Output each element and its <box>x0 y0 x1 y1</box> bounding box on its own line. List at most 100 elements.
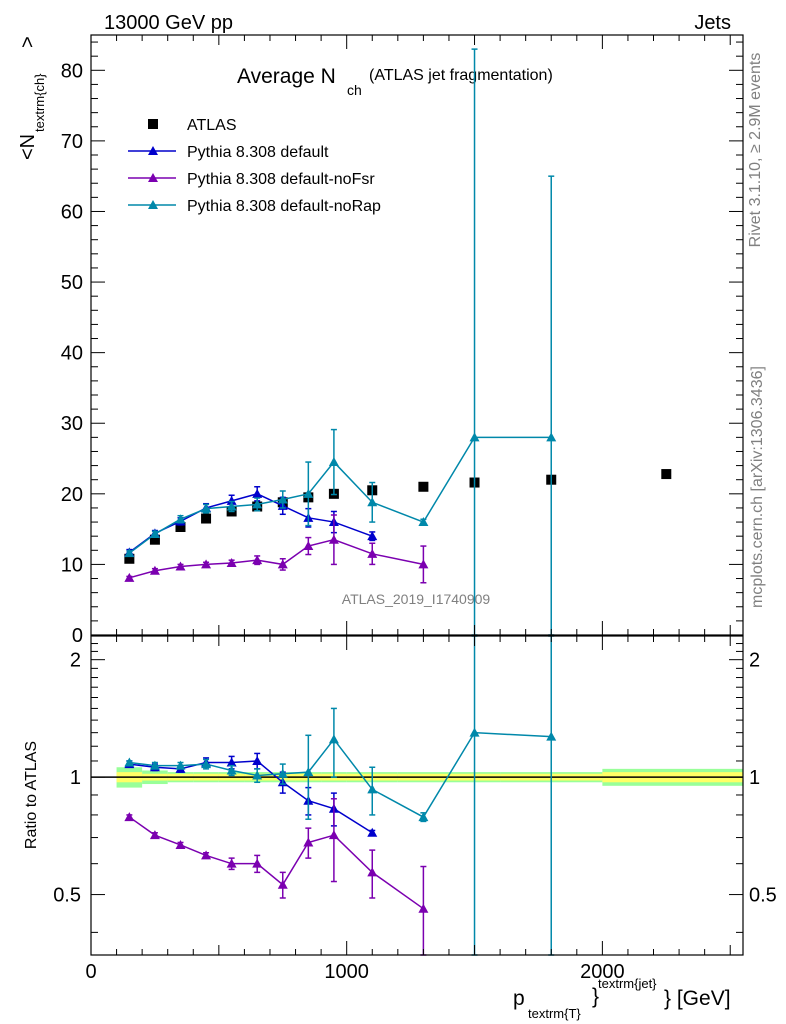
main-y-tick-label: 70 <box>61 131 83 153</box>
title-main: Average N <box>237 65 336 88</box>
data-point <box>418 812 429 822</box>
ylabel-main: <N <box>17 134 39 160</box>
ratio-y-tick-label: 0.5 <box>53 885 81 907</box>
data-point <box>175 760 186 770</box>
x-axis-label: p textrm{T} } textrm{jet} } [GeV] <box>513 976 731 1021</box>
xlabel-sup: textrm{jet} <box>598 976 657 991</box>
data-point <box>367 867 378 877</box>
data-point <box>124 572 135 582</box>
data-point <box>277 494 288 504</box>
data-point <box>201 850 212 860</box>
series-pythia-8-308-default-norap <box>124 48 557 636</box>
axes-layer: 0 1000 2000 0 10 20 30 40 50 60 70 80 0.5 0.5 1 1 2 2 <box>53 34 777 983</box>
main-plot-frame <box>90 34 744 636</box>
data-point <box>252 499 263 509</box>
data-point <box>367 548 378 558</box>
data-point <box>149 534 160 545</box>
data-point <box>149 565 160 575</box>
series-line <box>129 538 424 579</box>
data-point <box>367 531 378 541</box>
legend-marker <box>148 200 158 209</box>
legend-marker <box>148 146 158 155</box>
series-line <box>129 760 373 834</box>
main-y-axis-label: <N textrm{ch} > <box>17 36 47 160</box>
data-point <box>226 765 237 775</box>
data-point <box>418 903 429 913</box>
data-point <box>124 553 135 564</box>
data-point <box>149 760 160 770</box>
legend-marker <box>148 173 158 182</box>
title-suffix: (ATLAS jet fragmentation) <box>369 67 553 84</box>
data-point <box>277 879 288 889</box>
ratio-y-tick-label: 2 <box>70 650 81 672</box>
data-point <box>252 858 263 868</box>
data-point <box>303 488 314 498</box>
data-point <box>328 734 339 744</box>
data-point <box>367 827 378 837</box>
x-tick-label: 0 <box>85 961 96 983</box>
ratio-series-layer <box>124 635 557 956</box>
data-point <box>252 488 263 498</box>
main-y-tick-label: 10 <box>61 554 83 576</box>
series-pythia-8-308-default-nofsr <box>124 514 429 584</box>
data-point <box>303 541 314 551</box>
legend-label: Pythia 8.308 default-noFsr <box>187 171 375 188</box>
data-point <box>418 481 429 492</box>
data-point <box>201 559 212 569</box>
rivet-label: Rivet 3.1.10, ≥ 2.9M events <box>747 53 764 248</box>
data-point <box>328 457 339 467</box>
data-point <box>124 757 135 767</box>
data-point <box>124 812 135 822</box>
ratio-plot-frame <box>90 635 744 956</box>
main-y-tick-label: 80 <box>61 60 83 82</box>
main-y-tick-label: 60 <box>61 201 83 223</box>
legend-label: ATLAS <box>187 117 237 134</box>
series-atlas <box>124 469 672 564</box>
data-point <box>469 432 480 442</box>
ratio-y-tick-label-right: 2 <box>749 650 760 672</box>
ylabel-close: > <box>17 36 39 48</box>
data-point <box>149 830 160 840</box>
data-point <box>252 755 263 765</box>
xlabel-main: p <box>513 987 525 1010</box>
legend-label: Pythia 8.308 default <box>187 144 329 161</box>
data-point <box>175 839 186 849</box>
data-point <box>201 503 212 513</box>
main-y-tick-label: 40 <box>61 343 83 365</box>
legend-item: Pythia 8.308 default <box>128 144 329 161</box>
data-point <box>546 731 557 741</box>
data-point <box>226 757 237 767</box>
x-tick-label: 2000 <box>580 961 625 983</box>
series-line <box>128 816 424 910</box>
legend-marker <box>148 119 158 129</box>
x-tick-label: 1000 <box>324 961 369 983</box>
legend-label: Pythia 8.308 default-noRap <box>187 198 381 215</box>
data-point <box>328 534 339 544</box>
data-point <box>252 770 263 780</box>
legend-item: ATLAS <box>148 117 237 134</box>
data-point <box>661 469 672 480</box>
data-point <box>201 759 212 769</box>
xlabel-sub: textrm{T} <box>528 1006 581 1021</box>
data-point <box>226 495 237 505</box>
ylabel-sub: textrm{ch} <box>32 73 47 132</box>
data-point <box>226 858 237 868</box>
data-point <box>277 768 288 778</box>
series-pythia-8-308-default-norap <box>124 635 557 956</box>
ratio-y-axis-label: Ratio to ATLAS <box>23 741 40 849</box>
xlabel-close: } <box>592 985 599 1008</box>
data-point <box>546 432 557 442</box>
legend-item: Pythia 8.308 default-noRap <box>128 198 381 215</box>
data-point <box>277 559 288 569</box>
data-point <box>367 497 378 507</box>
series-pythia-8-308-default-nofsr <box>124 798 429 956</box>
main-y-tick-label: 50 <box>61 272 83 294</box>
data-point <box>226 558 237 567</box>
main-series-layer <box>124 48 672 636</box>
data-point <box>303 837 314 847</box>
main-title: Average N ch (ATLAS jet fragmentation) <box>237 65 553 98</box>
legend: ATLAS Pythia 8.308 default Pythia 8.308 de… <box>128 117 381 215</box>
data-point <box>175 561 186 571</box>
legend-item: Pythia 8.308 default-noFsr <box>128 171 375 188</box>
